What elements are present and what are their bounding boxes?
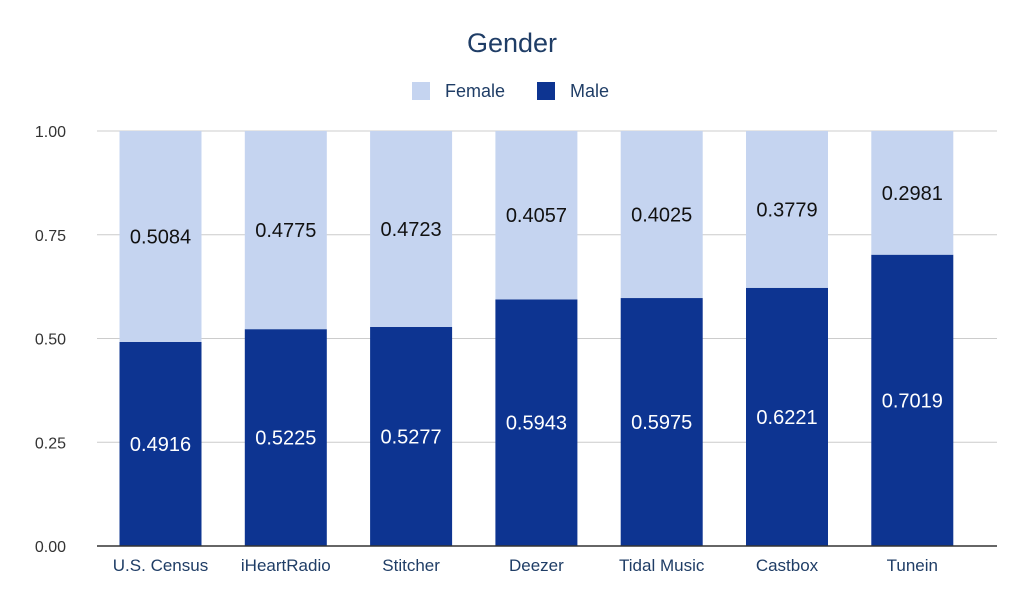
bar-segment-female (244, 131, 327, 330)
data-label-female: 0.4723 (381, 219, 442, 241)
x-tick-label: Tunein (887, 556, 938, 575)
x-tick-label: U.S. Census (113, 556, 208, 575)
data-label-male: 0.5277 (381, 427, 442, 449)
data-label-male: 0.5943 (506, 413, 567, 435)
y-axis-ticks: 0.00 0.25 0.50 0.75 1.00 (35, 124, 66, 556)
x-axis-ticks: U.S. Census iHeartRadio Stitcher Deezer Tida… (113, 556, 938, 575)
data-label-male: 0.5975 (631, 412, 692, 434)
y-tick-label: 0.25 (35, 435, 66, 452)
bar-segment-female (495, 131, 578, 300)
y-tick-label: 0.75 (35, 228, 66, 245)
data-label-female: 0.5084 (130, 226, 191, 248)
legend-swatch-female (412, 82, 430, 100)
data-label-male: 0.5225 (255, 428, 316, 450)
chart-title: Gender (467, 28, 557, 58)
bar-segment-male (620, 298, 703, 546)
legend-label-female: Female (445, 81, 505, 101)
data-label-male: 0.6221 (756, 407, 817, 429)
bar-segment-male (370, 327, 453, 546)
bar-segment-female (746, 131, 828, 288)
data-label-female: 0.4775 (255, 220, 316, 242)
bar-segment-male (495, 299, 578, 546)
x-tick-label: Stitcher (382, 556, 440, 575)
legend: Female Male (412, 81, 609, 101)
bar-segment-female (370, 131, 453, 328)
data-label-female: 0.3779 (756, 199, 817, 221)
data-label-male: 0.4916 (130, 434, 191, 456)
bars (119, 131, 954, 547)
legend-swatch-male (537, 82, 555, 100)
data-label-female: 0.4025 (631, 205, 692, 227)
y-tick-label: 1.00 (35, 124, 66, 141)
x-tick-label: Deezer (509, 556, 564, 575)
data-labels: 0.4916 0.5084 0.5225 0.4775 0.5277 0.4723 0.59… (130, 183, 943, 456)
y-tick-label: 0.00 (35, 539, 66, 556)
x-tick-label: Tidal Music (619, 556, 705, 575)
y-tick-label: 0.50 (35, 332, 66, 349)
data-label-female: 0.4057 (506, 205, 567, 227)
x-tick-label: Castbox (756, 556, 819, 575)
bar-segment-female (871, 131, 954, 255)
legend-label-male: Male (570, 81, 609, 101)
bar-segment-male (871, 254, 954, 547)
bar-segment-male (746, 287, 828, 546)
bar-segment-male (119, 341, 202, 546)
data-label-female: 0.2981 (882, 183, 943, 205)
data-label-male: 0.7019 (882, 390, 943, 412)
bar-segment-male (244, 329, 327, 546)
bar-segment-female (119, 131, 202, 342)
bar-segment-female (620, 131, 703, 299)
x-tick-label: iHeartRadio (241, 556, 331, 575)
